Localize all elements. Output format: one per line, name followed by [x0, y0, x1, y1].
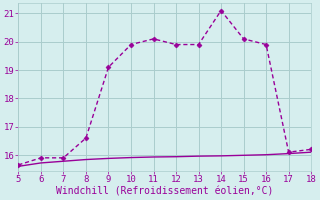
X-axis label: Windchill (Refroidissement éolien,°C): Windchill (Refroidissement éolien,°C)	[56, 187, 274, 197]
